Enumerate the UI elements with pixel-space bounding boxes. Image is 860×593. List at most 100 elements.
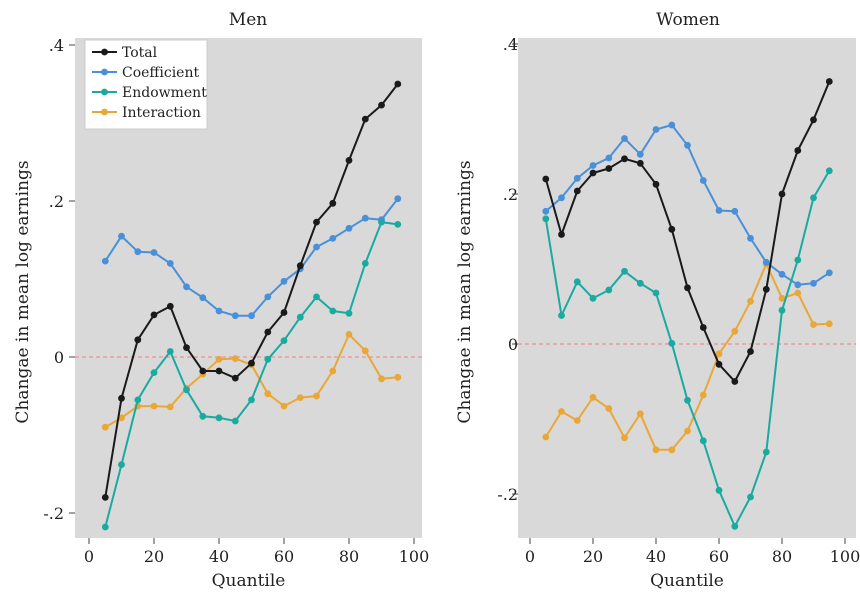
x-tick-label: 80 xyxy=(339,547,359,566)
data-point-endowment xyxy=(183,386,190,394)
data-point-total xyxy=(313,218,320,226)
data-point-coefficient xyxy=(747,234,754,242)
legend-label-interaction: Interaction xyxy=(122,105,201,121)
x-tick-label: 60 xyxy=(274,547,294,566)
data-point-coefficient xyxy=(715,207,723,214)
legend-label-total: Total xyxy=(122,45,158,61)
data-point-total xyxy=(605,165,613,172)
data-point-coefficient xyxy=(199,294,207,302)
data-point-endowment xyxy=(699,437,707,445)
data-point-coefficient xyxy=(215,307,223,315)
data-point-interaction xyxy=(731,327,739,335)
data-point-endowment xyxy=(329,307,337,315)
data-point-endowment xyxy=(345,309,353,317)
data-point-endowment xyxy=(794,256,802,264)
data-point-total xyxy=(215,367,223,375)
data-point-interaction xyxy=(296,394,304,401)
data-point-coefficient xyxy=(231,312,239,320)
legend-marker-total xyxy=(101,48,108,56)
data-point-endowment xyxy=(731,522,739,530)
data-point-endowment xyxy=(280,337,288,344)
data-point-total xyxy=(280,309,288,316)
data-point-endowment xyxy=(231,417,239,425)
data-point-interaction xyxy=(150,402,158,410)
data-point-interaction xyxy=(313,392,320,400)
y-axis-label: Changae in mean log earnings xyxy=(455,160,475,423)
data-point-endowment xyxy=(778,306,786,314)
data-point-interaction xyxy=(778,294,786,302)
data-point-interaction xyxy=(558,408,565,415)
data-point-endowment xyxy=(715,486,723,494)
data-point-coefficient xyxy=(134,248,142,256)
data-point-endowment xyxy=(621,267,628,275)
data-point-interaction xyxy=(636,410,644,418)
data-point-endowment xyxy=(747,493,754,501)
data-point-coefficient xyxy=(621,135,628,142)
data-point-endowment xyxy=(166,348,174,355)
data-point-interaction xyxy=(684,427,691,435)
data-point-interaction xyxy=(652,446,660,454)
data-point-endowment xyxy=(762,448,770,456)
data-point-total xyxy=(248,359,255,367)
y-tick-label: .2 xyxy=(503,185,518,204)
x-tick-label: 60 xyxy=(709,547,729,566)
y-tick-label: 0 xyxy=(508,335,518,354)
data-point-total xyxy=(345,157,353,164)
x-tick-label: 40 xyxy=(646,547,666,566)
data-point-total xyxy=(378,101,385,109)
data-point-endowment xyxy=(313,293,320,301)
data-point-endowment xyxy=(101,523,109,531)
data-point-coefficient xyxy=(668,121,676,129)
data-point-endowment xyxy=(361,260,369,267)
data-point-total xyxy=(150,311,158,319)
data-point-total xyxy=(361,115,369,123)
data-point-interaction xyxy=(542,433,550,441)
y-tick-label: .4 xyxy=(49,36,64,55)
data-point-interaction xyxy=(394,373,402,381)
series-total xyxy=(101,80,402,501)
data-point-interaction xyxy=(118,414,125,422)
data-point-coefficient xyxy=(118,232,125,240)
data-point-coefficient xyxy=(636,150,644,158)
data-point-total xyxy=(199,367,207,375)
data-point-endowment xyxy=(589,294,597,302)
y-tick-label: 0 xyxy=(54,348,64,367)
x-tick-label: 80 xyxy=(772,547,792,566)
data-point-total xyxy=(747,348,754,355)
data-point-endowment xyxy=(558,312,565,319)
data-point-interaction xyxy=(589,393,597,401)
data-point-coefficient xyxy=(394,195,402,203)
data-point-coefficient xyxy=(699,177,707,184)
x-tick-label: 40 xyxy=(209,547,229,566)
data-point-interaction xyxy=(621,434,628,442)
data-point-interaction xyxy=(345,331,353,338)
data-point-coefficient xyxy=(652,126,660,133)
data-point-endowment xyxy=(215,414,223,422)
data-point-endowment xyxy=(118,461,125,468)
data-point-coefficient xyxy=(361,214,369,222)
data-point-total xyxy=(558,231,565,238)
data-point-total xyxy=(794,147,802,154)
data-point-total xyxy=(778,190,786,198)
data-point-interaction xyxy=(101,423,109,431)
data-point-total xyxy=(118,394,125,402)
panel-title-men: Men xyxy=(229,10,267,30)
data-point-endowment xyxy=(810,194,817,202)
data-point-interaction xyxy=(810,321,817,328)
data-point-interaction xyxy=(668,446,676,454)
legend-marker-interaction xyxy=(101,108,108,116)
data-point-endowment xyxy=(378,218,385,226)
data-point-total xyxy=(652,180,660,188)
data-point-total xyxy=(394,80,402,88)
data-point-total xyxy=(183,344,190,351)
data-point-total xyxy=(762,285,770,293)
data-point-coefficient xyxy=(101,257,109,265)
data-point-endowment xyxy=(264,355,272,363)
data-point-total xyxy=(668,225,676,233)
data-point-total xyxy=(573,187,581,195)
data-point-interaction xyxy=(794,289,802,297)
data-point-coefficient xyxy=(810,279,817,287)
data-point-endowment xyxy=(296,313,304,321)
data-point-endowment xyxy=(573,278,581,286)
data-point-total xyxy=(589,169,597,177)
